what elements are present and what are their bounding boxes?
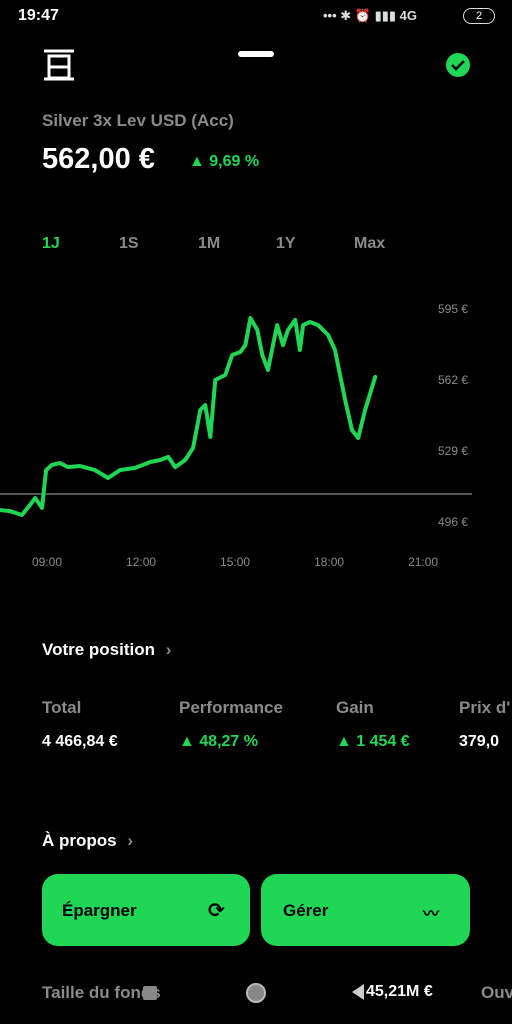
detail-label: Taille du fonds — [42, 983, 161, 1002]
price-change: ▲ 9,69 % — [189, 153, 260, 170]
stat-value: 379,0 — [459, 733, 500, 750]
stat-label: Performance — [179, 698, 283, 717]
y-tick-label: 595 € — [438, 302, 468, 316]
manage-button[interactable]: Gérer 〰 — [261, 874, 470, 946]
price-chart: 595 € 562 € 529 € 496 € 09:00 12:00 15:00 18:00… — [0, 302, 472, 569]
status-icons: ••• ✱ ⏰ ▮▮▮ 4G — [323, 8, 417, 23]
button-label: Gérer — [283, 901, 329, 920]
button-icon: ⟳ — [208, 900, 225, 922]
nav-home[interactable] — [246, 983, 266, 1003]
asset-name: Silver 3x Lev USD (Acc) — [42, 111, 234, 130]
stat-value: ▲ 1 454 € — [336, 733, 410, 750]
asset-price: 562,00 € — [42, 143, 155, 175]
menu-icon[interactable] — [42, 48, 76, 82]
tab[interactable]: 1M — [198, 235, 221, 252]
network: 4G — [399, 8, 417, 23]
stat-value: 4 466,84 € — [42, 733, 118, 750]
button-icon: 〰 — [423, 906, 440, 923]
stat-label: Prix d' — [459, 698, 511, 717]
y-tick-label: 562 € — [438, 373, 468, 387]
check-icon[interactable] — [446, 53, 470, 77]
price-line — [0, 316, 378, 517]
x-tick-label: 21:00 — [408, 555, 438, 569]
detail-label: Ouv — [481, 983, 512, 1002]
x-tick-label: 12:00 — [126, 555, 156, 569]
y-tick-label: 529 € — [438, 444, 468, 458]
y-tick-label: 496 € — [438, 515, 468, 529]
nav-recent[interactable] — [143, 986, 157, 1000]
detail-value: 45,21M € — [366, 983, 433, 1000]
stat-value: ▲ 48,27 % — [179, 733, 258, 750]
price-change-value: 9,69 % — [209, 153, 260, 170]
stat-value-text: 48,27 % — [199, 733, 258, 750]
stat-value-text: 1 454 € — [356, 733, 410, 750]
stat-label: Gain — [336, 698, 374, 717]
drag-handle — [238, 51, 274, 57]
x-tick-label: 18:00 — [314, 555, 344, 569]
tab[interactable]: 1Y — [276, 235, 296, 252]
x-tick-label: 15:00 — [220, 555, 250, 569]
tab[interactable]: Max — [354, 235, 386, 252]
section-title[interactable]: Votre position › — [42, 640, 172, 659]
save-button[interactable]: Épargner ⟳ — [42, 874, 250, 946]
nav-back[interactable] — [352, 984, 364, 1000]
battery: 2 — [463, 8, 495, 24]
status-time: 19:47 — [18, 7, 59, 24]
about-title: À propos — [42, 831, 117, 850]
x-tick-label: 09:00 — [32, 555, 62, 569]
position-title: Votre position — [42, 640, 156, 659]
tab[interactable]: 1S — [119, 235, 139, 252]
button-label: Épargner — [62, 901, 137, 920]
tab[interactable]: 1J — [42, 235, 60, 252]
section-title[interactable]: À propos › — [42, 831, 134, 850]
stat-label: Total — [42, 698, 82, 717]
